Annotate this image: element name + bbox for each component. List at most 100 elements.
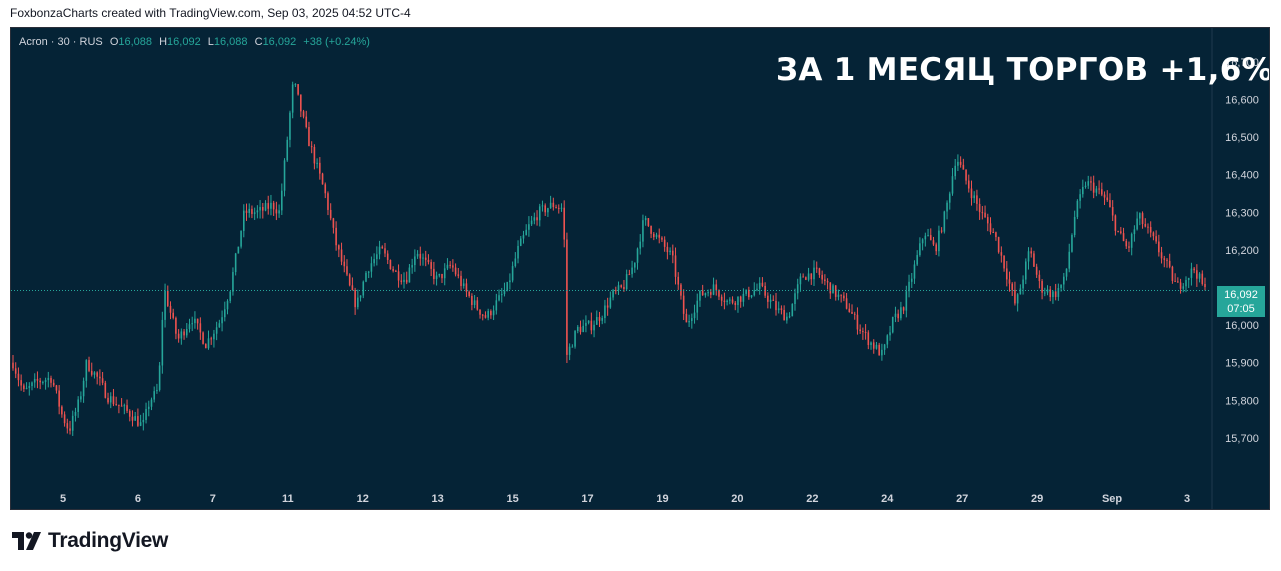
candle-body: [101, 378, 104, 383]
candle-body: [555, 207, 557, 209]
symbol-label[interactable]: Acron · 30 · RUS: [19, 36, 103, 48]
candle-body: [805, 277, 807, 280]
candle-body: [338, 245, 340, 250]
candle-body: [272, 202, 275, 210]
x-tick-label: 5: [60, 493, 66, 505]
candle-body: [172, 312, 175, 318]
candle-body: [788, 316, 791, 318]
candle-body: [970, 188, 973, 199]
candle-body: [875, 344, 878, 349]
candle-body: [253, 212, 256, 214]
candle-body: [791, 303, 794, 317]
candle-body: [1130, 234, 1133, 248]
candle-body: [704, 293, 707, 296]
candle-body: [487, 311, 489, 318]
candle-body: [514, 258, 517, 267]
candle-body: [606, 305, 609, 308]
candle-body: [576, 326, 579, 331]
candle-body: [175, 317, 177, 334]
candle-body: [313, 146, 316, 164]
y-tick-label: 16,400: [1225, 170, 1259, 182]
candle-body: [481, 314, 484, 316]
candle-body: [769, 299, 772, 302]
candle-body: [650, 225, 652, 234]
candle-body: [614, 290, 617, 292]
candle-body: [1060, 284, 1062, 289]
candle-body: [669, 250, 671, 253]
candle-body: [294, 84, 297, 86]
candle-body: [166, 290, 169, 306]
candle-body: [310, 146, 313, 148]
candle-body: [183, 331, 185, 336]
candle-body: [441, 273, 443, 279]
candle-body: [509, 280, 511, 283]
candle-body: [93, 372, 96, 375]
candle-body: [563, 207, 565, 240]
candle-body: [777, 308, 780, 311]
candle-body: [731, 299, 734, 303]
candle-body: [978, 203, 981, 213]
candle-body: [636, 248, 639, 263]
x-tick-label: 13: [432, 493, 444, 505]
candle-body: [647, 218, 650, 226]
candle-body: [462, 283, 465, 287]
candle-body: [1109, 200, 1111, 208]
candle-body: [967, 180, 970, 189]
candle-body: [218, 323, 221, 328]
candle-body: [528, 224, 530, 230]
candle-body: [443, 268, 446, 279]
candle-body: [506, 282, 508, 291]
candle-body: [1141, 213, 1144, 225]
candle-body: [476, 300, 479, 310]
candle-body: [1084, 185, 1087, 187]
candle-body: [229, 291, 232, 301]
chart-area[interactable]: 16,700 16,600 16,500 16,400 16,300 16,200 16,0…: [10, 27, 1270, 510]
candle-body: [859, 329, 861, 332]
candle-body: [196, 318, 199, 324]
candle-body: [940, 230, 943, 232]
candle-body: [484, 315, 487, 318]
candle-body: [780, 308, 783, 310]
candle-body: [248, 208, 251, 213]
candle-body: [177, 333, 180, 339]
candle-body: [1046, 289, 1049, 293]
candle-body: [240, 230, 242, 247]
candle-body: [772, 299, 775, 301]
candle-body: [834, 285, 837, 297]
candle-body: [786, 316, 788, 321]
candle-body: [826, 281, 829, 283]
candle-body: [354, 290, 356, 308]
candle-body: [1117, 230, 1119, 232]
candle-body: [1054, 291, 1057, 297]
candle-body: [1030, 251, 1033, 254]
candle-body: [300, 94, 302, 112]
candle-body: [1041, 281, 1043, 293]
candle-body: [392, 269, 394, 271]
candle-body: [1027, 251, 1030, 262]
candle-body: [1008, 279, 1011, 284]
candle-body: [1163, 258, 1166, 260]
candle-body: [123, 405, 126, 407]
candle-body: [120, 405, 123, 407]
candle-body: [897, 313, 899, 319]
candle-body: [202, 332, 204, 344]
candlestick-chart[interactable]: 16,700 16,600 16,500 16,400 16,300 16,200 16,0…: [11, 28, 1270, 510]
y-tick-label: 15,700: [1225, 433, 1259, 445]
tradingview-logo[interactable]: TradingView: [12, 529, 168, 553]
candle-body: [324, 184, 327, 194]
candle-body: [758, 282, 761, 289]
candle-body: [215, 327, 218, 334]
candle-body: [156, 389, 158, 392]
candle-body: [818, 268, 821, 275]
candle-body: [799, 276, 802, 285]
candle-body: [39, 380, 41, 383]
candle-body: [275, 209, 278, 214]
candle-body: [77, 399, 79, 412]
candle-body: [946, 202, 948, 212]
candle-body: [289, 112, 291, 140]
candle-body: [965, 169, 967, 181]
candle-body: [74, 411, 77, 416]
candle-body: [517, 245, 519, 259]
candle-body: [691, 318, 693, 321]
candle-body: [384, 248, 386, 254]
